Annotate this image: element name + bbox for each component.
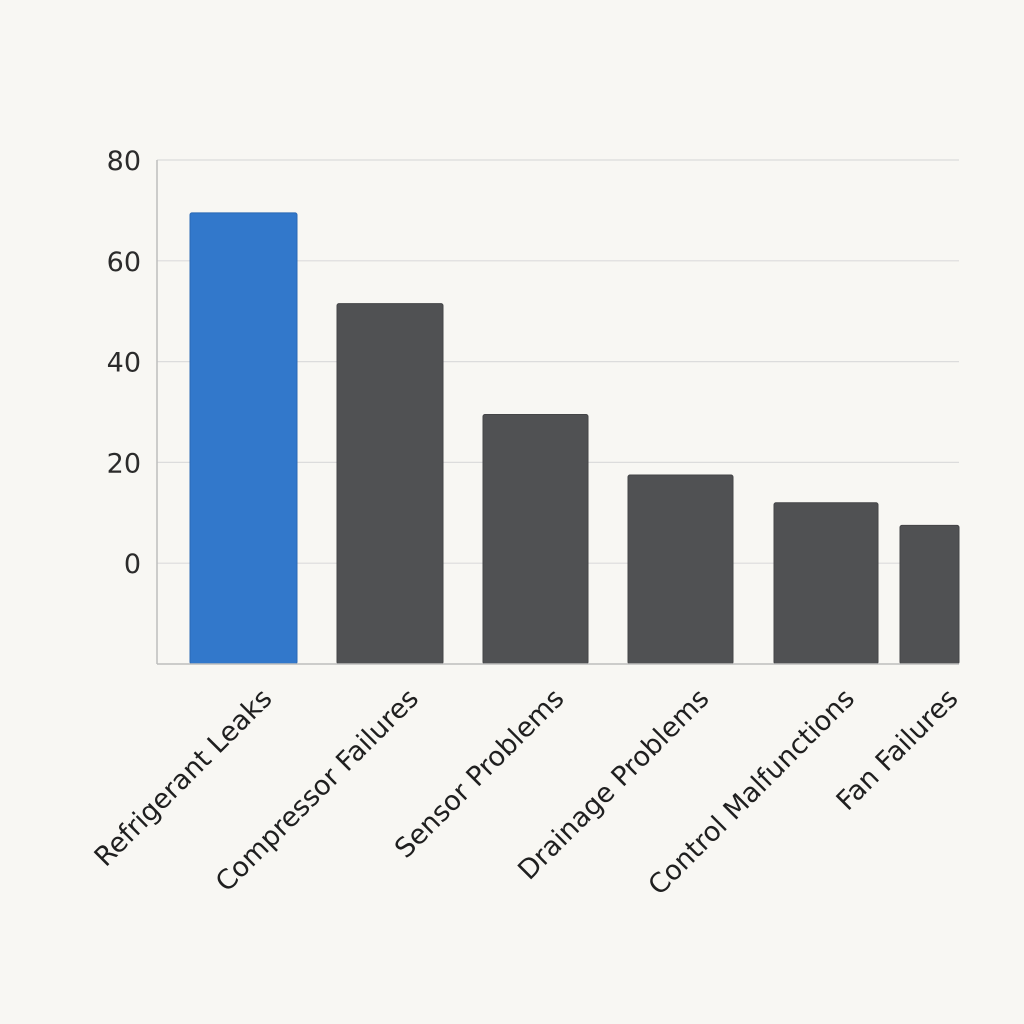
y-axis-tick-labels: 0 20 40 60 80 xyxy=(107,146,141,580)
bar-sensor-problems xyxy=(482,414,589,665)
bars xyxy=(189,212,960,665)
bar-refrigerant-leaks xyxy=(189,212,298,665)
y-tick-label: 60 xyxy=(107,247,141,278)
bar-control-malfunctions xyxy=(773,502,879,665)
y-tick-label: 0 xyxy=(124,549,141,580)
bar-compressor-failures xyxy=(336,303,444,665)
axes xyxy=(156,160,959,665)
bar-drainage-problems xyxy=(627,474,734,665)
y-tick-label: 80 xyxy=(107,146,141,177)
y-tick-label: 40 xyxy=(107,348,141,379)
y-tick-label: 20 xyxy=(107,448,141,479)
bar-fan-failures xyxy=(899,524,960,665)
